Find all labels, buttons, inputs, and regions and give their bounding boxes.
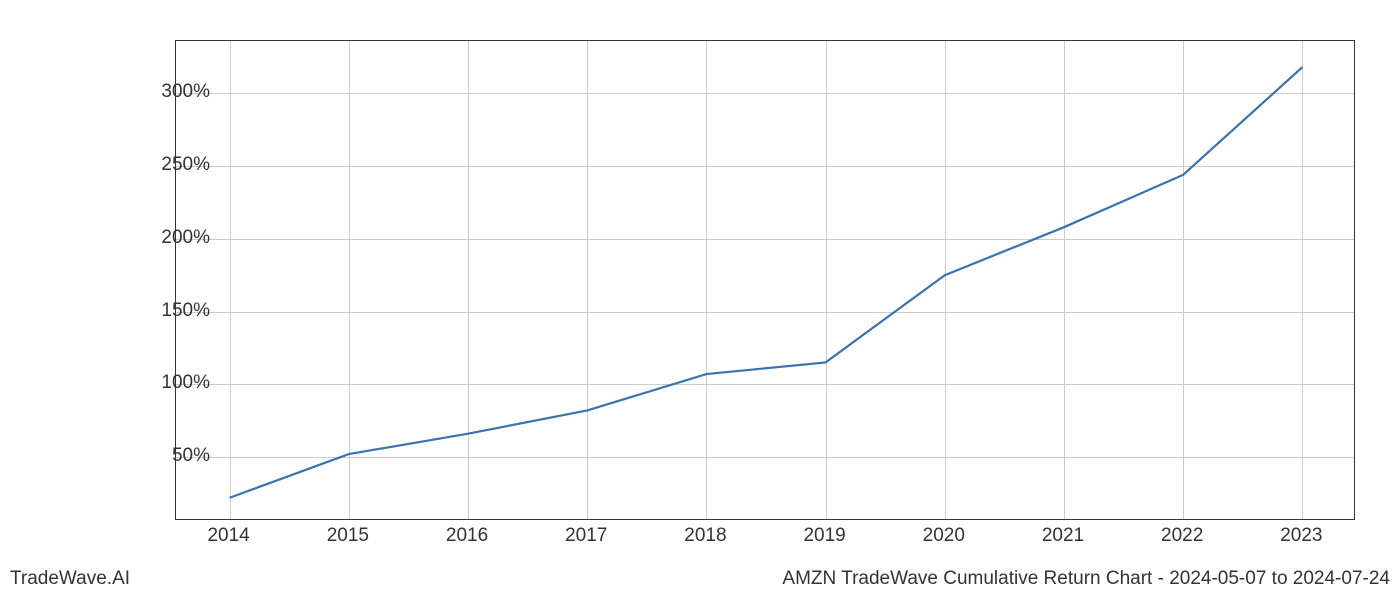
y-tick-label: 100% xyxy=(150,372,210,394)
chart-container xyxy=(175,40,1355,520)
y-tick-label: 150% xyxy=(150,300,210,322)
x-tick-label: 2015 xyxy=(327,525,369,547)
x-tick-label: 2022 xyxy=(1161,525,1203,547)
x-tick-label: 2020 xyxy=(923,525,965,547)
x-tick-label: 2023 xyxy=(1280,525,1322,547)
x-tick-label: 2014 xyxy=(207,525,249,547)
x-tick-label: 2021 xyxy=(1042,525,1084,547)
data-line xyxy=(230,67,1303,498)
y-tick-label: 50% xyxy=(150,445,210,467)
x-tick-label: 2016 xyxy=(446,525,488,547)
y-tick-label: 250% xyxy=(150,154,210,176)
y-tick-label: 300% xyxy=(150,81,210,103)
line-chart-svg xyxy=(176,41,1354,519)
x-tick-label: 2017 xyxy=(565,525,607,547)
footer-right-text: AMZN TradeWave Cumulative Return Chart -… xyxy=(782,568,1390,590)
y-tick-label: 200% xyxy=(150,227,210,249)
x-tick-label: 2018 xyxy=(684,525,726,547)
footer-left-text: TradeWave.AI xyxy=(10,568,130,590)
plot-area xyxy=(175,40,1355,520)
x-tick-label: 2019 xyxy=(803,525,845,547)
